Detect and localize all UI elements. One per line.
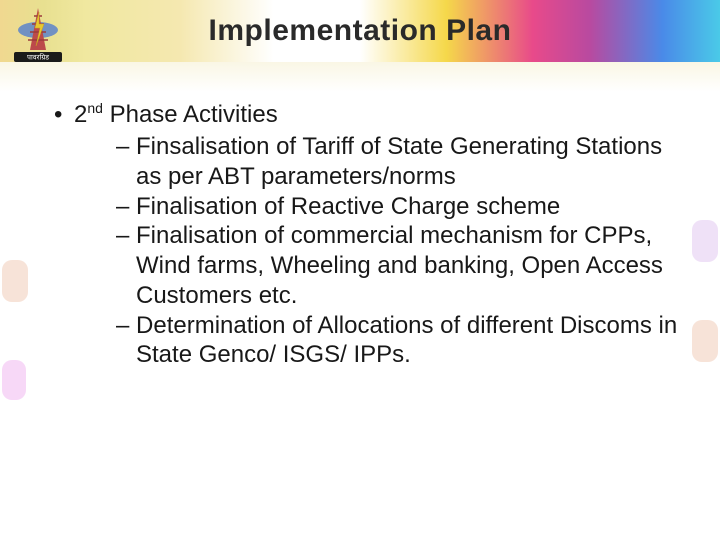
side-accent-left-1 (2, 260, 28, 302)
side-accent-right-2 (692, 320, 718, 362)
dash-list: – Finsalisation of Tariff of State Gener… (116, 132, 680, 370)
dash-item: – Finalisation of Reactive Charge scheme (116, 192, 680, 222)
dash-item-text: Determination of Allocations of differen… (136, 312, 677, 369)
bullet-heading: •2nd Phase Activities (54, 100, 680, 130)
side-accent-right-1 (692, 220, 718, 262)
dash-item: – Determination of Allocations of differ… (116, 311, 680, 371)
dash-item-text: Finalisation of Reactive Charge scheme (136, 193, 560, 220)
side-accent-left-2 (2, 360, 26, 400)
bullet-sup: nd (87, 100, 103, 116)
bullet-dot-icon: • (54, 100, 74, 130)
dash-item-text: Finalisation of commercial mechanism for… (136, 222, 663, 309)
slide-title: Implementation Plan (0, 14, 720, 48)
logo-caption-text: पावरग्रिड (27, 53, 49, 62)
bullet-num: 2 (74, 101, 87, 128)
dash-item: – Finalisation of commercial mechanism f… (116, 221, 680, 310)
header-fade (0, 62, 720, 92)
content-region: •2nd Phase Activities – Finsalisation of… (54, 100, 680, 370)
dash-item: – Finsalisation of Tariff of State Gener… (116, 132, 680, 192)
dash-item-text: Finsalisation of Tariff of State Generat… (136, 133, 662, 190)
bullet-heading-text: Phase Activities (103, 101, 278, 128)
